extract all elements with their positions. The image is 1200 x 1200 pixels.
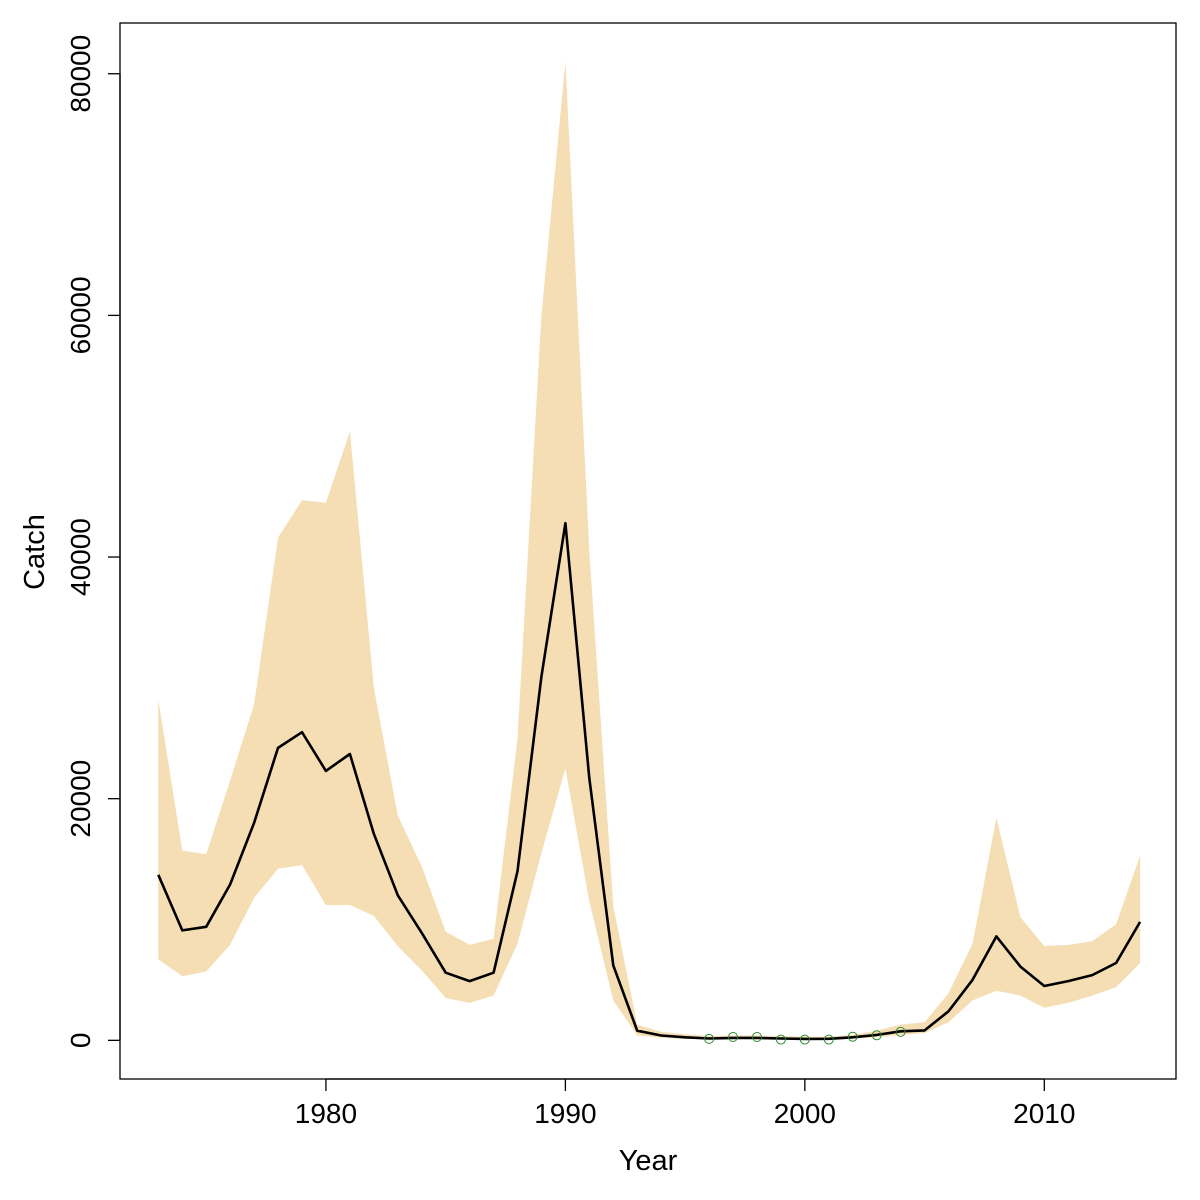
observed-points-layer (704, 1026, 906, 1045)
y-tick-label: 20000 (65, 760, 96, 838)
y-tick-label: 0 (65, 1033, 96, 1049)
x-axis: 1980 1990 2000 2010 (295, 1078, 1075, 1129)
x-tick-label: 2000 (774, 1098, 836, 1129)
x-axis-title: Year (619, 1145, 678, 1177)
y-tick-label: 80000 (65, 35, 96, 113)
observed-point (895, 1026, 906, 1037)
confidence-band (158, 61, 1141, 1040)
y-tick-label: 60000 (65, 276, 96, 354)
median-line-layer (157, 521, 1142, 1041)
y-axis: 0 20000 40000 60000 80000 (65, 35, 121, 1049)
observed-point (871, 1030, 882, 1041)
x-tick-label: 1980 (295, 1098, 357, 1129)
y-tick-label: 40000 (65, 518, 96, 596)
observed-point (799, 1034, 810, 1045)
observed-point (704, 1033, 715, 1044)
x-tick-label: 2010 (1013, 1098, 1075, 1129)
observed-point (728, 1032, 738, 1042)
median-series-line (157, 521, 1142, 1041)
observed-point (752, 1032, 762, 1042)
observed-point (847, 1031, 858, 1042)
confidence-band-layer (158, 61, 1141, 1040)
x-tick-label: 1990 (534, 1098, 596, 1129)
y-axis-title: Catch (19, 514, 51, 590)
observed-point (823, 1034, 834, 1045)
observed-point (775, 1034, 786, 1045)
